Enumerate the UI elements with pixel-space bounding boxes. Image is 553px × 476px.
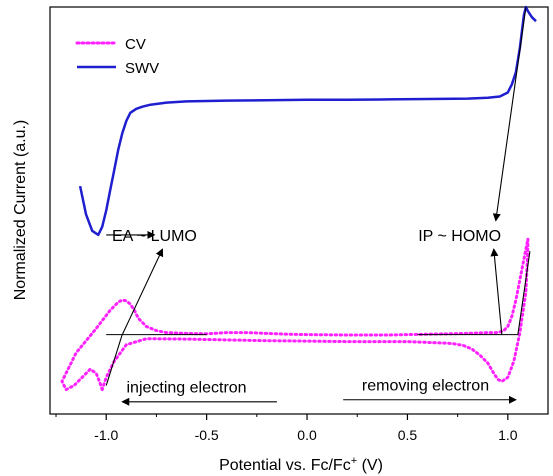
x-tick-label: -1.0	[94, 427, 118, 443]
x-tick-label: 0.0	[297, 427, 317, 443]
annotation-arrow	[492, 6, 527, 222]
x-axis-label-unit: (V)	[357, 457, 383, 474]
x-axis-label: Potential vs. Fc/Fc+ (V)	[219, 455, 383, 474]
annotation-label: injecting electron	[127, 380, 247, 397]
y-axis-label: Normalized Current (a.u.)	[12, 120, 29, 301]
tangent-lines	[105, 251, 531, 386]
series-line-cv	[60, 237, 530, 392]
x-axis-ticks: -1.0 -0.5 0.0 0.5 1.0	[55, 414, 518, 443]
annotations: EA ~ LUMO IP ~ HOMO injecting electron remo…	[112, 228, 501, 397]
x-tick-label: 1.0	[498, 427, 518, 443]
x-tick-label: 0.5	[398, 427, 418, 443]
legend-label-swv: SWV	[125, 60, 159, 77]
x-axis-label-main: Potential vs. Fc/Fc	[219, 457, 351, 474]
x-tick-label: -0.5	[195, 427, 219, 443]
x-axis-label-sup: +	[351, 455, 357, 467]
annotation-label: removing electron	[362, 377, 489, 394]
annotation-label: IP ~ HOMO	[418, 228, 501, 245]
tangent-line	[517, 251, 531, 335]
annotation-arrow	[121, 248, 164, 335]
plot-frame	[49, 6, 549, 415]
annotation-arrow	[490, 248, 503, 335]
annotation-arrows	[106, 6, 527, 406]
tangent-line	[105, 334, 123, 386]
annotation-label: EA ~ LUMO	[112, 228, 197, 245]
legend: CV SWV	[75, 36, 159, 77]
series-line-swv	[78, 5, 537, 237]
legend-label-cv: CV	[125, 36, 146, 53]
